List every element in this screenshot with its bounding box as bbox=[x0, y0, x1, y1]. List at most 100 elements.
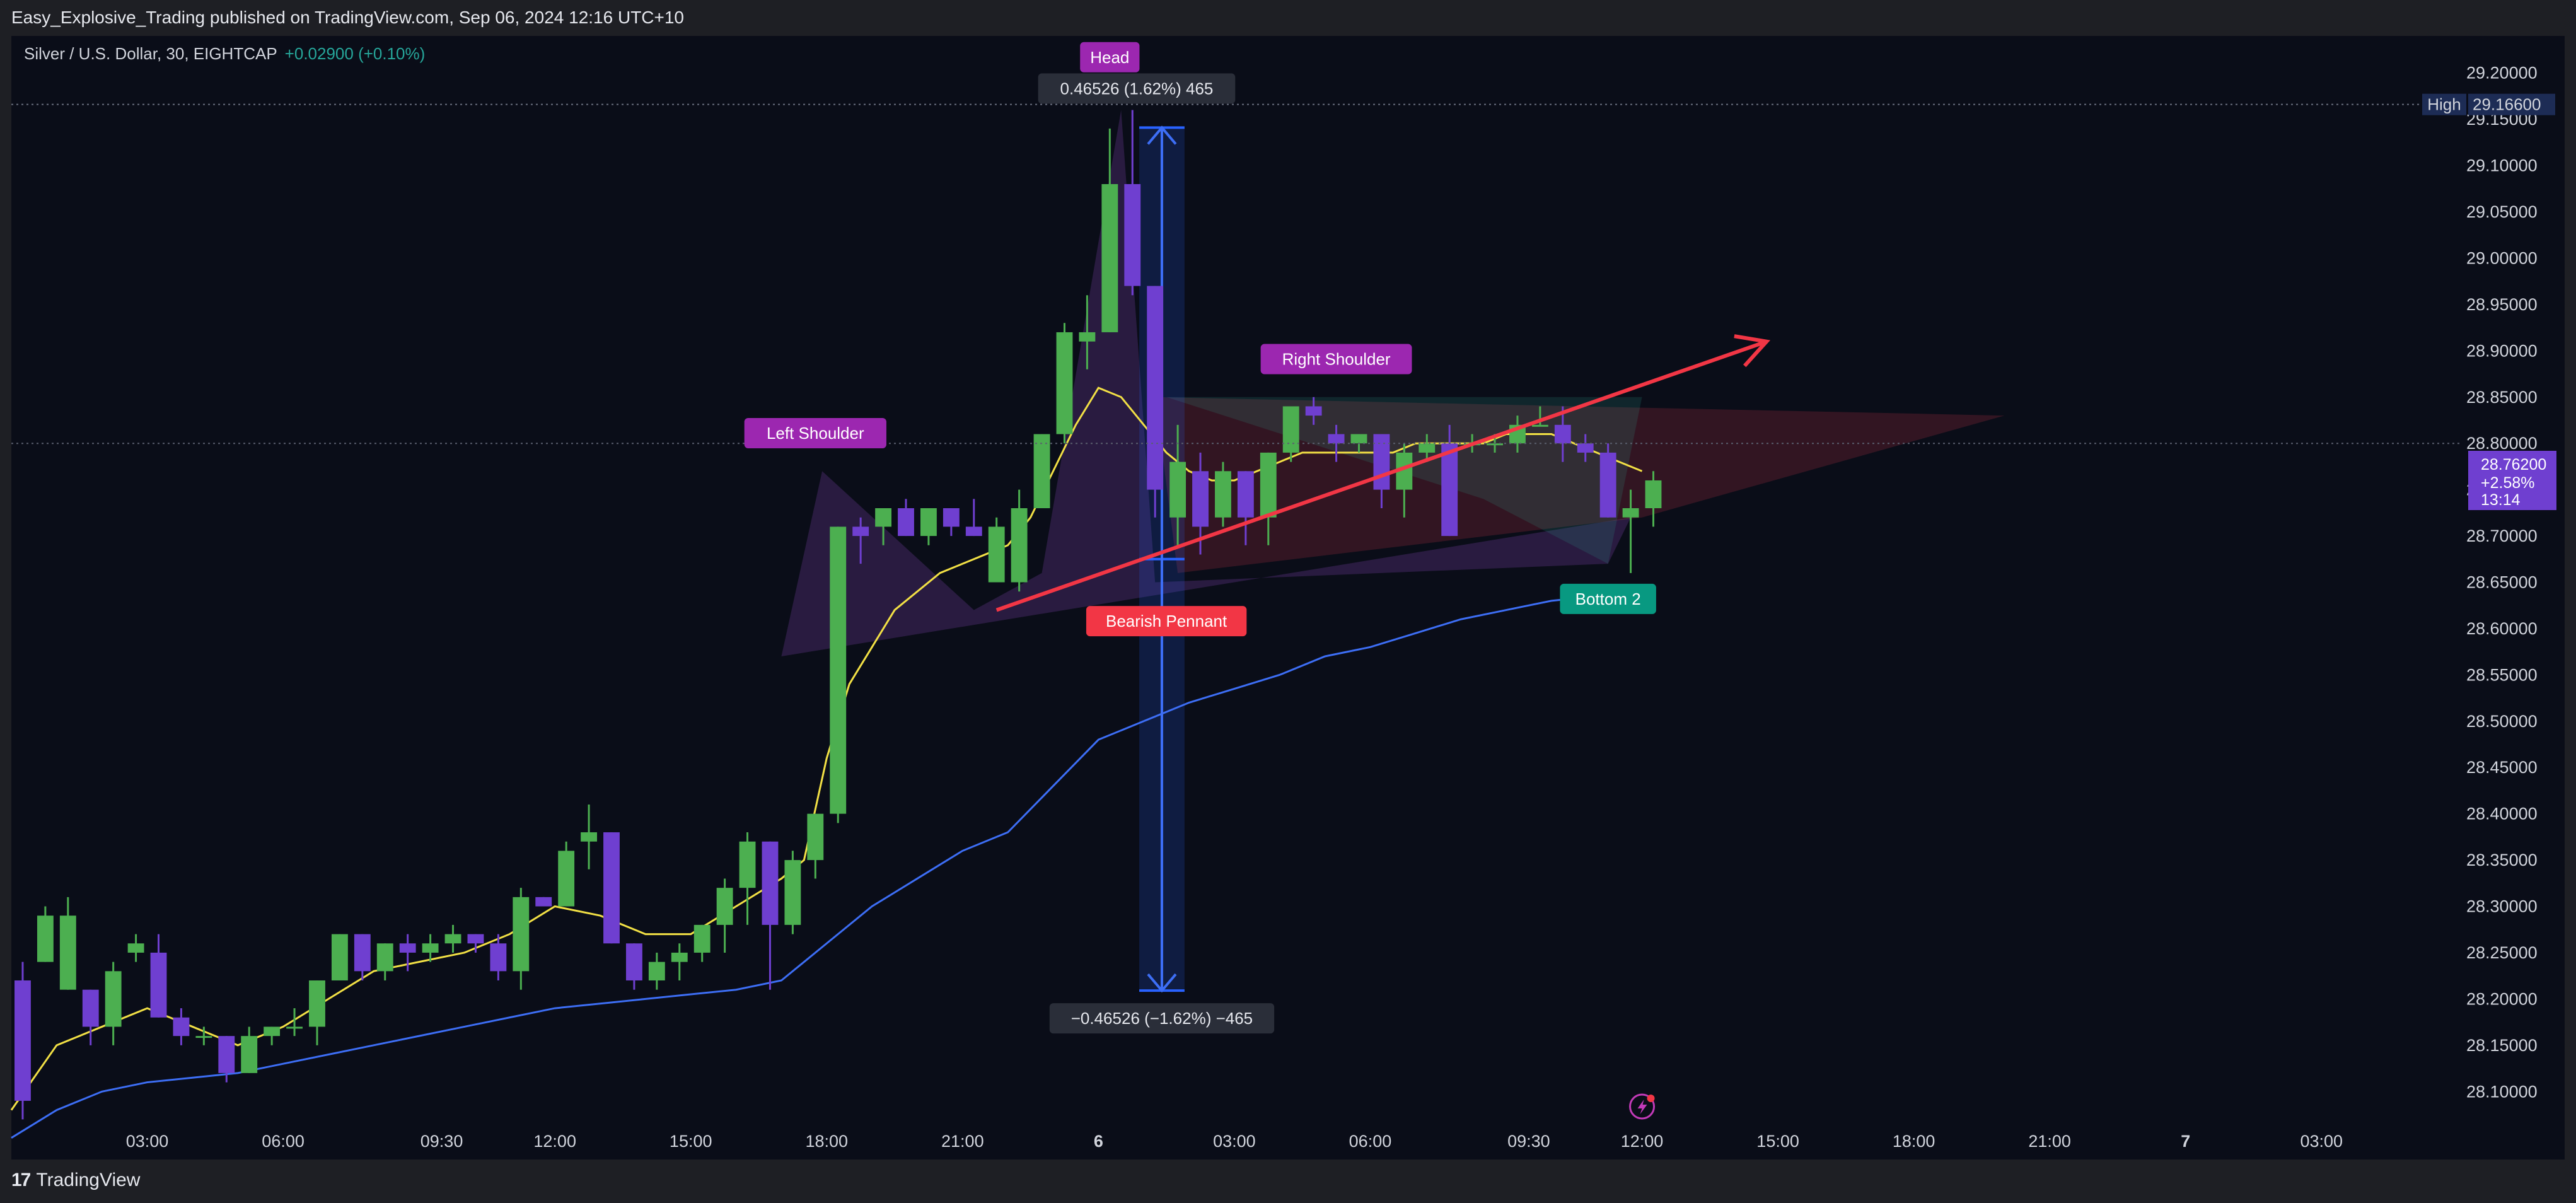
head-label-bg bbox=[1080, 42, 1140, 73]
candle-body bbox=[943, 508, 960, 527]
candle-body bbox=[1487, 443, 1503, 446]
candle-body bbox=[1577, 443, 1594, 453]
candle-body bbox=[1554, 424, 1571, 444]
bottom-2-label[interactable]: Bottom 2 bbox=[1560, 583, 1656, 614]
measure-lower-label[interactable]: −0.46526 (−1.62%) −465 bbox=[1049, 1003, 1275, 1034]
measure-upper-label-bg bbox=[1038, 73, 1236, 104]
symbol-legend[interactable]: Silver / U.S. Dollar, 30, EIGHTCAP +0.029… bbox=[24, 44, 425, 64]
price-tick-label: 28.65000 bbox=[2466, 573, 2538, 592]
candle-body bbox=[535, 897, 552, 907]
high-tag-bg bbox=[2422, 93, 2466, 115]
candle-body bbox=[807, 813, 824, 861]
candle-body bbox=[286, 1026, 303, 1029]
candle-body bbox=[1622, 508, 1639, 518]
candle-body bbox=[648, 962, 665, 981]
candle-body bbox=[1079, 332, 1096, 342]
candle-body bbox=[105, 971, 122, 1027]
measure-down-arrowhead bbox=[1147, 973, 1177, 993]
notification-dot bbox=[1647, 1095, 1655, 1102]
candle-body bbox=[444, 934, 461, 944]
bearish-pennant-label[interactable]: Bearish Pennant bbox=[1086, 606, 1247, 637]
candle-body bbox=[467, 934, 484, 944]
bottom-2-label-text: Bottom 2 bbox=[1575, 590, 1641, 608]
time-tick-label: 15:00 bbox=[1756, 1132, 1799, 1151]
candle-body bbox=[693, 924, 711, 953]
candle-body bbox=[309, 980, 325, 1027]
time-tick-label: 03:00 bbox=[1213, 1132, 1256, 1151]
right-shoulder-label[interactable]: Right Shoulder bbox=[1260, 344, 1412, 375]
price-tick-label: 29.10000 bbox=[2466, 156, 2538, 175]
candle-body bbox=[1124, 183, 1141, 286]
candle-body bbox=[1645, 480, 1662, 509]
candle-body bbox=[1011, 508, 1028, 583]
measure-upper-label[interactable]: 0.46526 (1.62%) 465 bbox=[1038, 73, 1236, 104]
candle-body bbox=[59, 915, 76, 990]
candle-body bbox=[852, 526, 869, 537]
trend-arrow-line[interactable] bbox=[995, 339, 1768, 612]
candle-body bbox=[671, 952, 688, 962]
candle-body bbox=[376, 943, 393, 972]
time-tick-label: 12:00 bbox=[533, 1132, 576, 1151]
time-tick-label: 21:00 bbox=[2028, 1132, 2071, 1151]
measure-up-arrowhead bbox=[1147, 125, 1177, 145]
chart-plot-background bbox=[11, 36, 2565, 1159]
published-by-line: Easy_Explosive_Trading published on Trad… bbox=[11, 8, 685, 27]
candle-body bbox=[988, 526, 1005, 583]
price-tick-label: 28.20000 bbox=[2466, 989, 2538, 1008]
high-tag-label: High bbox=[2427, 95, 2461, 114]
head-label[interactable]: Head bbox=[1080, 42, 1140, 73]
candle-body bbox=[603, 832, 620, 944]
price-tick-label: 28.70000 bbox=[2466, 526, 2538, 545]
price-tick-label: 28.95000 bbox=[2466, 295, 2538, 314]
time-tick-label: 09:30 bbox=[421, 1132, 463, 1151]
price-tick-label: 28.10000 bbox=[2466, 1082, 2538, 1101]
candle-body bbox=[1305, 406, 1322, 416]
candle-body bbox=[784, 860, 801, 925]
last-price-change: +2.58% bbox=[2481, 474, 2535, 492]
candle-body bbox=[1441, 443, 1458, 537]
price-tick-label: 28.40000 bbox=[2466, 805, 2538, 823]
candle-body bbox=[898, 508, 914, 537]
candle-body bbox=[513, 897, 530, 972]
time-tick-label: 03:00 bbox=[2300, 1132, 2343, 1151]
time-tick-label: 18:00 bbox=[805, 1132, 848, 1151]
symbol-change: +0.02900 (+0.10%) bbox=[284, 44, 426, 63]
price-tick-label: 28.15000 bbox=[2466, 1036, 2538, 1055]
time-tick-label: 12:00 bbox=[1621, 1132, 1664, 1151]
candle-body bbox=[1419, 443, 1436, 453]
pattern-polygon bbox=[1155, 397, 2005, 573]
candle-body bbox=[173, 1017, 190, 1037]
high-value-label: 29.16600 bbox=[2473, 95, 2541, 114]
price-axis[interactable]: 29.2000029.1500029.1000029.0500029.00000… bbox=[2422, 64, 2556, 1101]
trend-arrow-layer[interactable] bbox=[995, 334, 1771, 612]
candle-body bbox=[241, 1036, 258, 1073]
candle-body bbox=[399, 943, 416, 953]
left-shoulder-label[interactable]: Left Shoulder bbox=[744, 418, 886, 449]
measure-lower-label-text: −0.46526 (−1.62%) −465 bbox=[1071, 1009, 1253, 1028]
candle-body bbox=[581, 832, 598, 842]
candle-body bbox=[716, 888, 733, 925]
candle-body bbox=[875, 508, 892, 527]
candle-body bbox=[739, 841, 756, 888]
annotations-layer[interactable]: Head Left Shoulder Right Shoulder Bearish P… bbox=[744, 42, 1656, 637]
candle-body bbox=[762, 841, 779, 925]
ema-slow-layer bbox=[11, 590, 1642, 1139]
lightning-bolt-icon[interactable] bbox=[1629, 1093, 1656, 1120]
candle-body bbox=[1373, 434, 1390, 490]
tradingview-brand[interactable]: 17 TradingView bbox=[11, 1170, 140, 1191]
price-tick-label: 28.45000 bbox=[2466, 758, 2538, 777]
candle-body bbox=[37, 915, 54, 962]
time-axis[interactable]: 03:00 06:00 09:30 12:00 15:00 18:00 21:00 6 03:0… bbox=[126, 1132, 2343, 1151]
price-tick-label: 28.35000 bbox=[2466, 851, 2538, 869]
left-shoulder-label-text: Left Shoulder bbox=[767, 424, 864, 443]
last-price-value: 28.76200 bbox=[2481, 456, 2546, 474]
high-value-bg bbox=[2468, 93, 2555, 115]
candle-body bbox=[1192, 471, 1209, 527]
candle-body bbox=[15, 980, 31, 1101]
price-tick-label: 28.50000 bbox=[2466, 712, 2538, 731]
misc-layer[interactable] bbox=[1629, 1093, 1656, 1120]
footer-bar bbox=[0, 1159, 2576, 1203]
candle-body bbox=[354, 934, 371, 972]
candle-body bbox=[920, 508, 937, 537]
